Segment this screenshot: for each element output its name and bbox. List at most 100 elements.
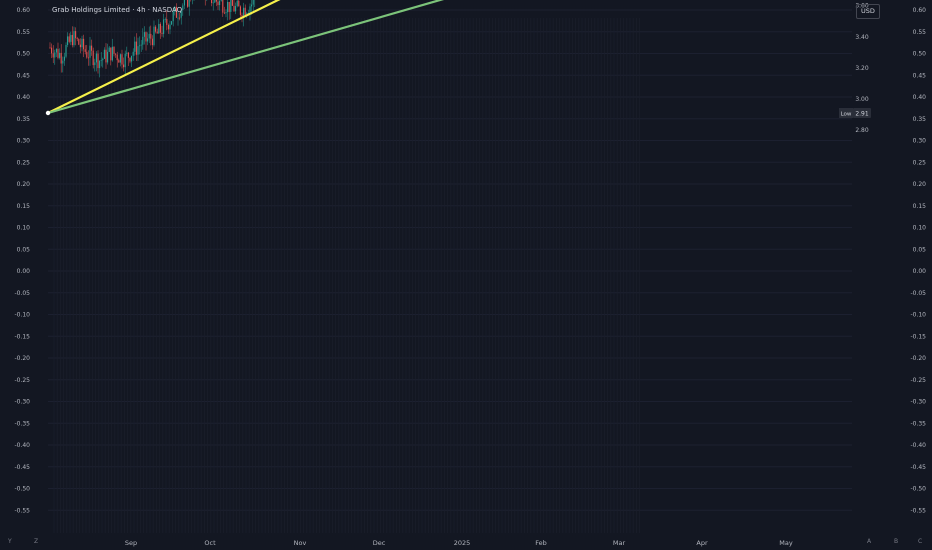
price-axis-label: 3.60	[855, 3, 869, 10]
candle-body	[99, 60, 101, 69]
candle-body	[145, 32, 147, 42]
left-axis-label: -0.45	[14, 464, 30, 471]
candle-body	[247, 12, 249, 14]
candle-body	[107, 51, 109, 63]
trendlines[interactable]	[45, 0, 852, 116]
left-axis-label: 0.45	[17, 72, 31, 79]
candle-body	[67, 36, 69, 45]
left-axis-label: 0.30	[17, 138, 31, 145]
candle-body	[147, 38, 149, 42]
candle-body	[150, 33, 152, 39]
candle-body	[127, 52, 129, 58]
left-axis-label: 0.10	[17, 225, 31, 232]
price-axis-label: 3.20	[855, 65, 869, 72]
candle-body	[235, 6, 237, 12]
candle-body	[179, 17, 181, 19]
left-axis-label: -0.15	[14, 333, 30, 340]
candle-body	[188, 0, 190, 7]
candle-body	[244, 7, 246, 16]
left-axis-label: -0.10	[14, 312, 30, 319]
candle-body	[156, 31, 158, 34]
candle-body	[158, 23, 160, 34]
candle-body	[134, 41, 136, 52]
candle-body	[111, 46, 113, 61]
candle-body	[102, 58, 104, 61]
candle-body	[81, 38, 83, 48]
low-label-bg	[839, 107, 853, 118]
left-axis-label: -0.40	[14, 442, 30, 449]
candle-body	[91, 45, 93, 51]
right-axis-label: 0.60	[913, 7, 927, 14]
right-axis-label: 0.10	[913, 225, 927, 232]
left-axis-label: -0.35	[14, 420, 30, 427]
left-axis-label: 0.00	[17, 268, 31, 275]
candle-body	[123, 64, 125, 68]
right-axis-label: -0.30	[910, 399, 926, 406]
candle-body	[220, 0, 222, 1]
left-axis-label: -0.05	[14, 290, 30, 297]
right-axis-label: 0.45	[913, 72, 927, 79]
candle-body	[108, 47, 110, 52]
candle-body	[110, 47, 112, 61]
left-axis-label: -0.30	[14, 399, 30, 406]
candle-body	[171, 21, 173, 25]
candle-body	[115, 53, 117, 55]
candle-body	[49, 47, 51, 49]
currency-button[interactable]: USD	[856, 4, 880, 19]
corner-label-b[interactable]: B	[894, 538, 899, 545]
candle-body	[71, 34, 73, 46]
left-axis-label: -0.25	[14, 377, 30, 384]
corner-label-a[interactable]: A	[867, 538, 872, 545]
candle-body	[230, 0, 232, 12]
candle-body	[211, 0, 213, 3]
left-axis-label: -0.20	[14, 355, 30, 362]
candle-body	[79, 44, 81, 48]
candle-body	[143, 32, 145, 37]
x-tick-label: May	[779, 539, 793, 547]
candle-body	[132, 51, 134, 56]
candle-body	[78, 39, 80, 45]
candle-body	[52, 53, 54, 58]
candle-body	[103, 49, 105, 59]
candle-body	[129, 57, 131, 62]
candle-body	[86, 51, 88, 58]
candle-body	[219, 0, 221, 6]
axes: Sep Oct Nov Dec 2025 Feb Mar Apr May 0.60 0.55 0.50…	[14, 3, 927, 547]
candle-body	[126, 52, 128, 54]
candle-body	[76, 38, 78, 40]
x-tick-label: 2025	[454, 539, 471, 547]
low-label: Low	[841, 111, 852, 117]
right-axis-label: -0.55	[910, 507, 926, 514]
candle-body	[249, 6, 251, 13]
x-tick-label: Apr	[696, 539, 708, 547]
candle-body	[159, 23, 161, 33]
left-axis-label: 0.20	[17, 181, 31, 188]
corner-label-c[interactable]: C	[918, 538, 923, 545]
candle-body	[62, 60, 64, 64]
candle-body	[153, 26, 155, 46]
candle-body	[83, 38, 85, 50]
candle-body	[140, 44, 142, 46]
candle-body	[239, 6, 241, 15]
left-axis-label: -0.50	[14, 486, 30, 493]
left-axis-label: 0.25	[17, 159, 31, 166]
candle-body	[169, 24, 171, 30]
candle-body	[225, 12, 227, 14]
candle-body	[113, 46, 115, 54]
candle-body	[172, 11, 174, 22]
right-axis-label: -0.45	[910, 464, 926, 471]
right-axis-label: 0.55	[913, 29, 927, 36]
trendline-green-support	[46, 0, 445, 115]
price-axis-label: 3.40	[855, 34, 869, 41]
candle-body	[59, 52, 61, 58]
candle-body	[187, 0, 189, 7]
candle-body	[121, 54, 123, 65]
candle-body	[180, 10, 182, 18]
candle-body	[233, 5, 235, 12]
candle-body	[55, 48, 57, 53]
candle-body	[175, 6, 177, 18]
candle-body	[63, 56, 65, 61]
right-axis-label: 0.20	[913, 181, 927, 188]
right-axis-label: -0.50	[910, 486, 926, 493]
